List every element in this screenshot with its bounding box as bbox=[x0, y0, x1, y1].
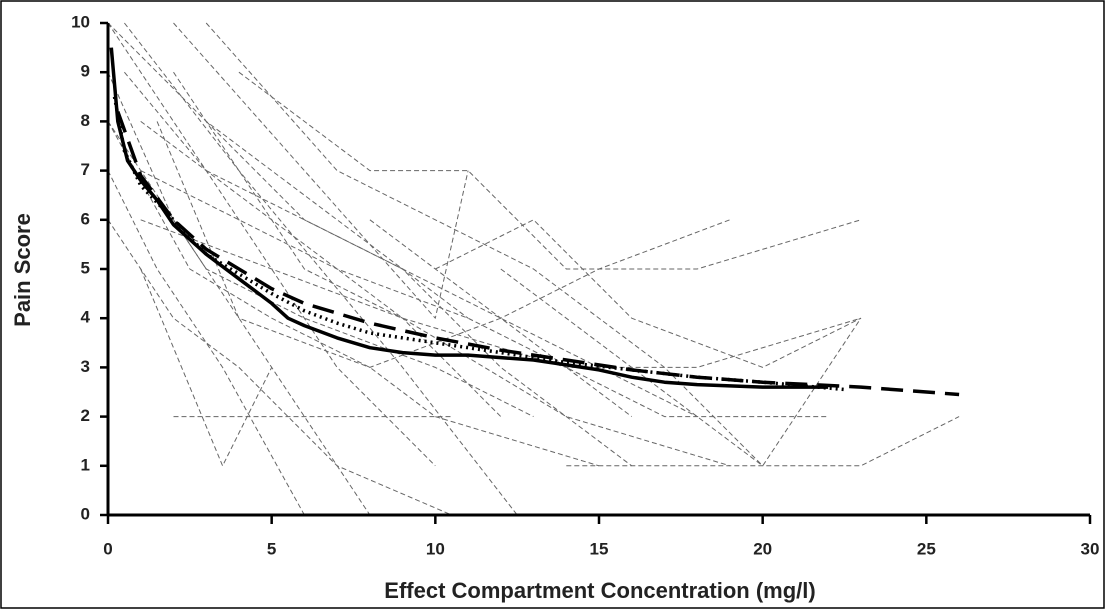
series-line bbox=[124, 22, 518, 516]
series-line bbox=[173, 71, 502, 417]
y-tick-label: 10 bbox=[71, 12, 90, 31]
y-tick-label: 7 bbox=[81, 160, 90, 179]
series-line bbox=[107, 219, 452, 516]
y-tick-label: 0 bbox=[81, 504, 90, 523]
y-axis-label: Pain Score bbox=[10, 213, 35, 327]
series-line bbox=[238, 71, 862, 270]
x-tick-label: 20 bbox=[753, 539, 772, 558]
series-line bbox=[140, 219, 862, 368]
series-line bbox=[140, 170, 829, 418]
x-tick-label: 30 bbox=[1081, 539, 1100, 558]
series-line bbox=[107, 170, 305, 516]
y-tick-label: 5 bbox=[81, 258, 90, 277]
series-line bbox=[124, 71, 633, 467]
y-tick-label: 2 bbox=[81, 406, 90, 425]
series-line bbox=[566, 416, 960, 467]
series-line bbox=[107, 22, 436, 467]
series-line bbox=[156, 121, 633, 417]
y-tick-label: 1 bbox=[81, 455, 90, 474]
series-line bbox=[435, 219, 862, 368]
series-line bbox=[369, 219, 731, 319]
series-line bbox=[205, 22, 764, 467]
x-tick-label: 15 bbox=[590, 539, 609, 558]
x-axis-label: Effect Compartment Concentration (mg/l) bbox=[384, 578, 815, 603]
y-tick-label: 3 bbox=[81, 357, 90, 376]
y-tick-label: 6 bbox=[81, 209, 90, 228]
series-line bbox=[107, 71, 371, 516]
series-line bbox=[116, 111, 960, 397]
series-line bbox=[500, 268, 862, 467]
y-tick-label: 4 bbox=[81, 308, 91, 327]
y-tick-label: 9 bbox=[81, 62, 90, 81]
series-line bbox=[140, 268, 273, 467]
series-line bbox=[107, 121, 600, 467]
y-tick-label: 8 bbox=[81, 111, 90, 130]
series-line bbox=[112, 96, 845, 392]
x-tick-label: 5 bbox=[267, 539, 276, 558]
series-line bbox=[205, 121, 698, 418]
x-tick-label: 0 bbox=[103, 539, 112, 558]
series-line bbox=[173, 22, 469, 319]
x-tick-label: 25 bbox=[917, 539, 936, 558]
x-tick-label: 10 bbox=[426, 539, 445, 558]
